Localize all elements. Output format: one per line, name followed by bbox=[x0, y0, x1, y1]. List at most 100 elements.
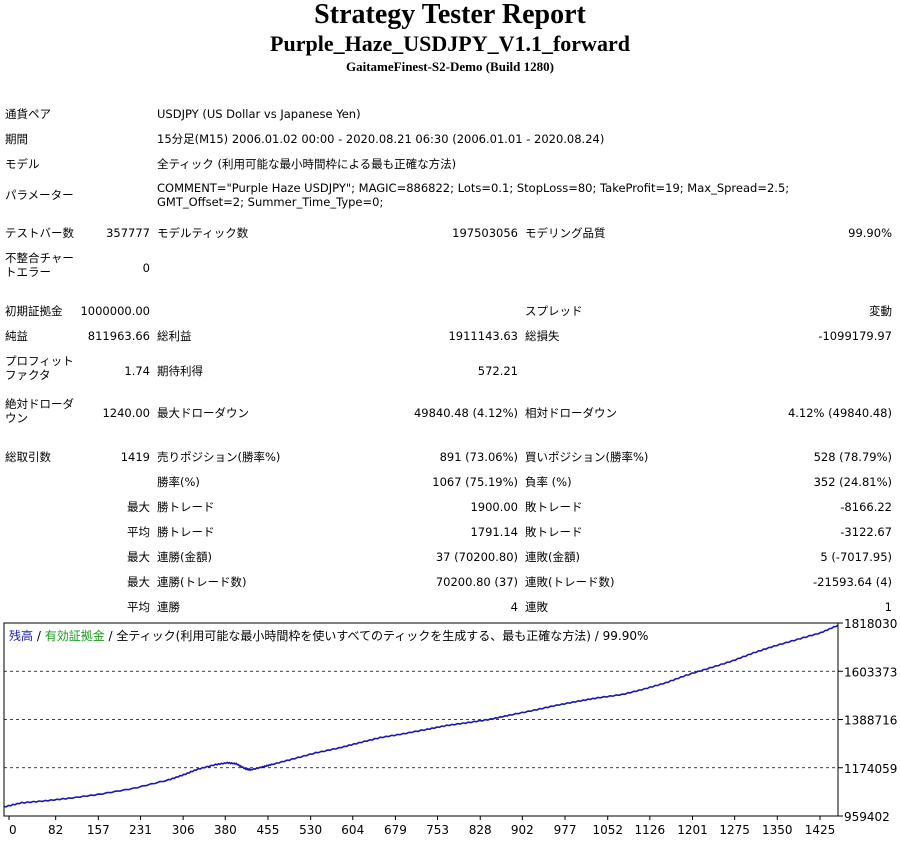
report-table: 通貨ペア USDJPY (US Dollar vs Japanese Yen) … bbox=[5, 107, 892, 614]
legend-sep: / bbox=[33, 629, 45, 643]
loss-rate-value: 352 (24.81%) bbox=[813, 475, 892, 489]
mismatch-label: 不整合チャートエラー bbox=[5, 251, 74, 279]
x-tick-label: 1350 bbox=[762, 823, 793, 837]
avg-cons-losses-value: 1 bbox=[884, 600, 892, 614]
average-word: 平均 bbox=[127, 525, 150, 539]
average-word: 平均 bbox=[127, 600, 150, 614]
rel-drawdown-label: 相対ドローダウン bbox=[525, 406, 617, 420]
cons-losses-count-value: -21593.64 (4) bbox=[813, 575, 892, 589]
chart-grid bbox=[4, 670, 838, 769]
server-name: GaitameFinest-S2-Demo (Build 1280) bbox=[346, 59, 554, 74]
x-tick-label: 530 bbox=[299, 823, 322, 837]
gross-profit-value: 1911143.63 bbox=[448, 329, 518, 343]
x-tick-label: 380 bbox=[214, 823, 237, 837]
largest-loss-value: -8166.22 bbox=[840, 500, 892, 514]
x-tick-label: 82 bbox=[48, 823, 63, 837]
quality-value: 99.90% bbox=[848, 226, 892, 240]
x-tick-label: 1201 bbox=[677, 823, 708, 837]
y-tick-label: 1818030 bbox=[844, 617, 897, 631]
x-tick-label: 902 bbox=[511, 823, 534, 837]
expected-payoff-value: 572.21 bbox=[477, 364, 518, 378]
long-positions-label: 買いポジション(勝率%) bbox=[525, 450, 649, 464]
symbol-label: 通貨ペア bbox=[5, 107, 51, 121]
legend-sep: / bbox=[104, 629, 117, 643]
cons-losses-amount-label: 連敗(金額) bbox=[525, 550, 580, 564]
largest-word: 最大 bbox=[127, 500, 150, 514]
x-tick-label: 753 bbox=[426, 823, 449, 837]
net-profit-value: 811963.66 bbox=[87, 329, 150, 343]
y-tick-label: 1174059 bbox=[844, 762, 897, 776]
x-tick-label: 604 bbox=[341, 823, 364, 837]
avg-win-value: 1791.14 bbox=[470, 525, 518, 539]
spread-value: 変動 bbox=[869, 304, 892, 318]
gross-loss-value: -1099179.97 bbox=[818, 329, 892, 343]
cons-losses-count-label: 連敗(トレード数) bbox=[525, 575, 615, 589]
max-drawdown-label: 最大ドローダウン bbox=[157, 406, 249, 420]
profit-factor-label: プロフィットファクタ bbox=[5, 354, 74, 382]
report-subtitle: Purple_Haze_USDJPY_V1.1_forward bbox=[270, 31, 630, 56]
long-positions-value: 528 (78.79%) bbox=[813, 450, 892, 464]
legend-model-text: 全ティック(利用可能な最小時間枠を使いすべてのティックを生成する、最も正確な方法… bbox=[116, 629, 649, 643]
deposit-value: 1000000.00 bbox=[80, 304, 150, 318]
x-tick-label: 828 bbox=[469, 823, 492, 837]
cons-losses-amount-value: 5 (-7017.95) bbox=[820, 550, 892, 564]
total-trades-label: 総取引数 bbox=[5, 450, 51, 464]
spread-label: スプレッド bbox=[525, 304, 583, 318]
win-rate-label: 勝率(%) bbox=[157, 475, 200, 489]
params-value: COMMENT="Purple Haze USDJPY"; MAGIC=8868… bbox=[157, 181, 790, 209]
avg-loss-label: 敗トレード bbox=[525, 525, 583, 539]
mismatch-value: 0 bbox=[142, 261, 150, 275]
abs-drawdown-value: 1240.00 bbox=[102, 406, 150, 420]
rel-drawdown-value: 4.12% (49840.48) bbox=[787, 406, 892, 420]
cons-wins-count-label: 連勝(トレード数) bbox=[157, 575, 247, 589]
x-axis-ticks: 0 82 157 231 306 380 455 530 604 679 753 828 902 977 1… bbox=[8, 816, 836, 837]
x-tick-label: 679 bbox=[384, 823, 407, 837]
avg-cons-wins-value: 4 bbox=[510, 600, 518, 614]
model-value: 全ティック (利用可能な最小時間枠による最も正確な方法) bbox=[157, 157, 457, 171]
params-label: パラメーター bbox=[5, 188, 74, 202]
bars-label: テストバー数 bbox=[5, 226, 74, 240]
period-label: 期間 bbox=[5, 132, 28, 146]
avg-win-label: 勝トレード bbox=[157, 525, 215, 539]
win-rate-value: 1067 (75.19%) bbox=[432, 475, 518, 489]
x-tick-label: 157 bbox=[87, 823, 110, 837]
legend-balance: 残高 bbox=[9, 629, 34, 643]
largest-win-label: 勝トレード bbox=[157, 500, 215, 514]
x-tick-label: 0 bbox=[9, 823, 17, 837]
deposit-label: 初期証拠金 bbox=[5, 304, 63, 318]
ticks-value: 197503056 bbox=[452, 226, 518, 240]
expected-payoff-label: 期待利得 bbox=[157, 364, 203, 378]
total-trades-value: 1419 bbox=[120, 450, 150, 464]
net-profit-label: 純益 bbox=[5, 329, 28, 343]
gross-loss-label: 総損失 bbox=[525, 329, 560, 343]
bars-value: 357777 bbox=[106, 226, 150, 240]
largest-word: 最大 bbox=[127, 550, 150, 564]
avg-cons-wins-label: 連勝 bbox=[157, 600, 180, 614]
model-label: モデル bbox=[5, 157, 40, 171]
x-tick-label: 231 bbox=[129, 823, 152, 837]
x-tick-label: 455 bbox=[256, 823, 279, 837]
symbol-value: USDJPY (US Dollar vs Japanese Yen) bbox=[157, 107, 361, 121]
report-title: Strategy Tester Report bbox=[314, 0, 586, 30]
x-tick-label: 977 bbox=[554, 823, 577, 837]
y-tick-label: 1603373 bbox=[844, 665, 897, 679]
largest-loss-label: 敗トレード bbox=[525, 500, 583, 514]
cons-wins-amount-value: 37 (70200.80) bbox=[435, 550, 518, 564]
y-tick-label: 959402 bbox=[844, 810, 890, 824]
y-tick-label: 1388716 bbox=[844, 714, 897, 728]
gross-profit-label: 総利益 bbox=[157, 329, 192, 343]
short-positions-label: 売りポジション(勝率%) bbox=[157, 450, 281, 464]
max-drawdown-value: 49840.48 (4.12%) bbox=[413, 406, 518, 420]
series-line-balance bbox=[3, 624, 839, 808]
abs-drawdown-label: 絶対ドローダウン bbox=[5, 397, 74, 425]
loss-rate-label: 負率 (%) bbox=[525, 475, 572, 489]
cons-wins-amount-label: 連勝(金額) bbox=[157, 550, 212, 564]
short-positions-value: 891 (73.06%) bbox=[439, 450, 518, 464]
largest-win-value: 1900.00 bbox=[470, 500, 518, 514]
x-tick-label: 1425 bbox=[805, 823, 836, 837]
avg-cons-losses-label: 連敗 bbox=[525, 600, 548, 614]
avg-loss-value: -3122.67 bbox=[840, 525, 892, 539]
quality-label: モデリング品質 bbox=[525, 226, 606, 240]
x-tick-label: 1126 bbox=[635, 823, 666, 837]
